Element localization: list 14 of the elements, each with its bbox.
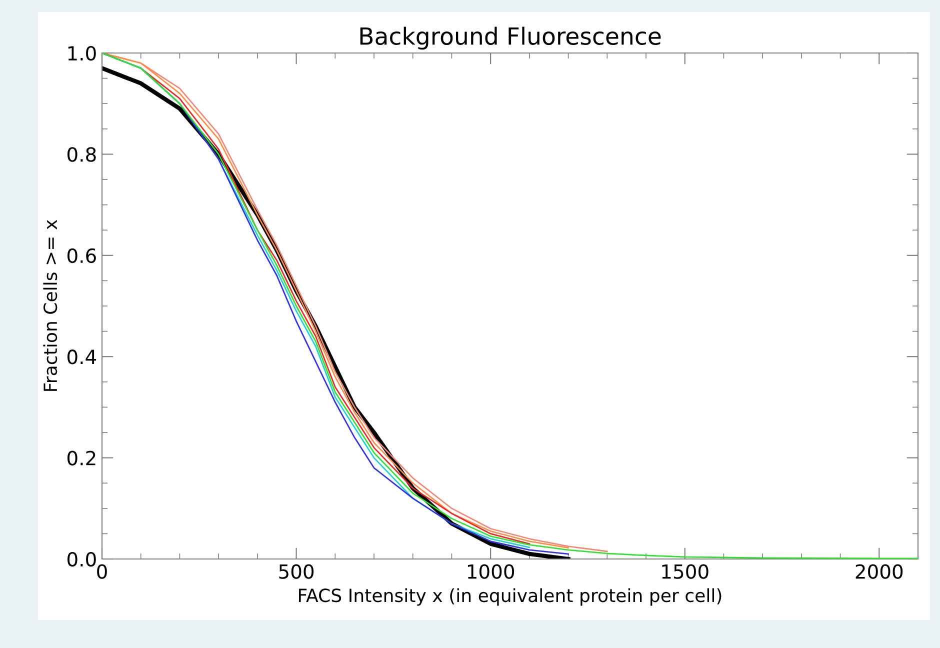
x-tick-label: 1500	[662, 564, 708, 579]
y-tick-label: 0.2	[68, 450, 96, 466]
x-tick-label: 2000	[856, 564, 903, 579]
y-axis-title: Fraction Cells >= x	[43, 220, 58, 391]
y-tick-label: 0.8	[68, 147, 96, 162]
y-tick-label: 0.6	[68, 248, 96, 264]
x-tick-label: 0	[97, 564, 107, 579]
x-axis-title: FACS Intensity x (in equivalent protein per cell)	[299, 588, 722, 606]
chart-title: Background Fluorescence	[360, 26, 661, 50]
x-tick-label: 1000	[468, 564, 514, 579]
y-tick-label: 1.0	[68, 46, 96, 61]
y-tick-label: 0.4	[68, 350, 96, 364]
y-tick-label: 0.0	[68, 552, 96, 567]
x-tick-label: 500	[279, 564, 314, 579]
